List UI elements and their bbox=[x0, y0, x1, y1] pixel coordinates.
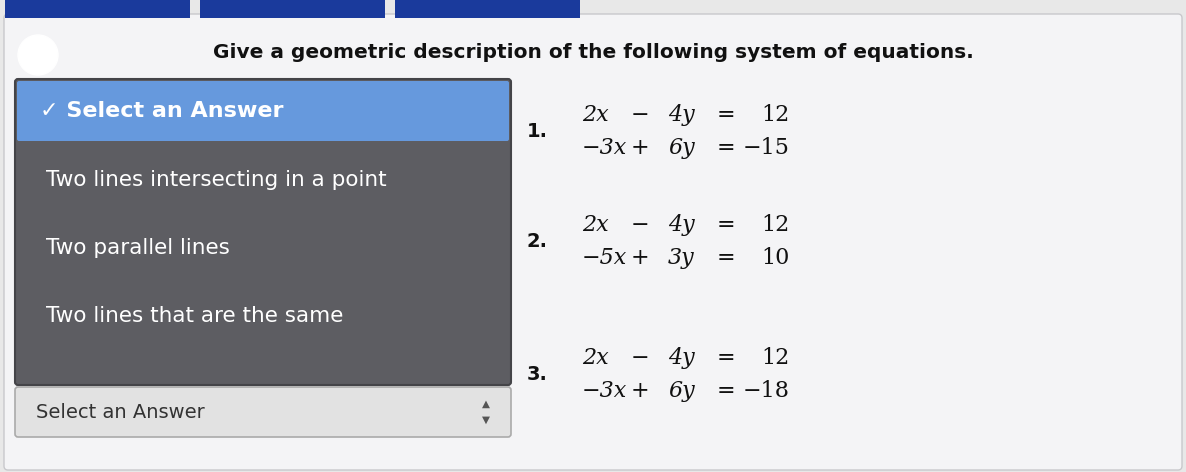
FancyBboxPatch shape bbox=[4, 14, 1182, 470]
Circle shape bbox=[18, 35, 58, 75]
Text: 2.: 2. bbox=[527, 232, 548, 251]
FancyBboxPatch shape bbox=[200, 0, 385, 18]
Text: ▲: ▲ bbox=[482, 399, 490, 409]
FancyBboxPatch shape bbox=[15, 79, 511, 385]
Text: 12: 12 bbox=[761, 104, 790, 126]
Text: 10: 10 bbox=[761, 247, 790, 269]
Text: =: = bbox=[716, 347, 735, 369]
Text: 1.: 1. bbox=[527, 122, 548, 141]
Text: 4y: 4y bbox=[668, 214, 695, 236]
Text: Two lines intersecting in a point: Two lines intersecting in a point bbox=[46, 170, 387, 190]
Text: ✓ Select an Answer: ✓ Select an Answer bbox=[40, 101, 283, 121]
Text: −3x: −3x bbox=[582, 137, 627, 159]
Text: 3.: 3. bbox=[527, 365, 548, 384]
FancyBboxPatch shape bbox=[15, 387, 511, 437]
Text: 2x: 2x bbox=[582, 104, 608, 126]
FancyBboxPatch shape bbox=[17, 81, 509, 141]
Text: Give a geometric description of the following system of equations.: Give a geometric description of the foll… bbox=[212, 42, 974, 61]
Text: ▼: ▼ bbox=[482, 415, 490, 425]
Text: =: = bbox=[716, 104, 735, 126]
Text: 2x: 2x bbox=[582, 214, 608, 236]
Text: Two parallel lines: Two parallel lines bbox=[46, 238, 230, 258]
Text: 4y: 4y bbox=[668, 347, 695, 369]
Text: =: = bbox=[716, 214, 735, 236]
Text: 2x: 2x bbox=[582, 347, 608, 369]
Text: +: + bbox=[631, 137, 649, 159]
Text: =: = bbox=[716, 247, 735, 269]
Text: 12: 12 bbox=[761, 347, 790, 369]
Text: 6y: 6y bbox=[668, 380, 695, 402]
Text: −: − bbox=[631, 104, 649, 126]
Text: 6y: 6y bbox=[668, 137, 695, 159]
Text: −: − bbox=[631, 347, 649, 369]
Text: −5x: −5x bbox=[582, 247, 627, 269]
Text: −18: −18 bbox=[742, 380, 790, 402]
Text: −15: −15 bbox=[744, 137, 790, 159]
Text: 3y: 3y bbox=[668, 247, 695, 269]
FancyBboxPatch shape bbox=[395, 0, 580, 18]
Text: −: − bbox=[631, 214, 649, 236]
Text: +: + bbox=[631, 247, 649, 269]
Text: Select an Answer: Select an Answer bbox=[36, 403, 205, 421]
Text: −3x: −3x bbox=[582, 380, 627, 402]
Text: 12: 12 bbox=[761, 214, 790, 236]
Text: =: = bbox=[716, 380, 735, 402]
Text: +: + bbox=[631, 380, 649, 402]
FancyBboxPatch shape bbox=[5, 0, 190, 18]
Text: Two lines that are the same: Two lines that are the same bbox=[46, 306, 344, 326]
Text: =: = bbox=[716, 137, 735, 159]
Text: 4y: 4y bbox=[668, 104, 695, 126]
